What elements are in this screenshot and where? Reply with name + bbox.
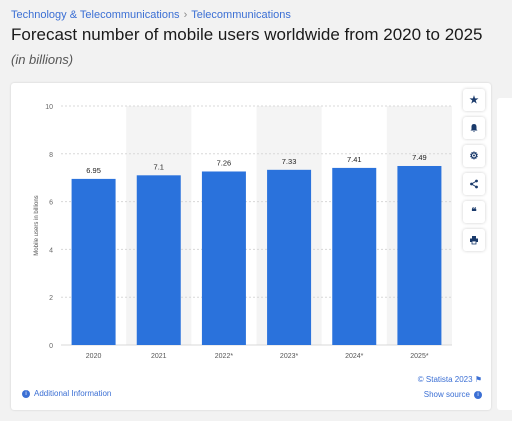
breadcrumb-separator: › [183,9,188,21]
breadcrumb: Technology & Telecommunications › Telecomm… [11,9,291,21]
statista-credit[interactable]: © Statista 2023 ⚑ [417,375,482,384]
chart-toolbar: ★ ⚙ ❝ [463,89,485,257]
gear-icon[interactable]: ⚙ [463,145,485,167]
data-label: 7.41 [347,155,362,164]
breadcrumb-item-technology[interactable]: Technology & Telecommunications [11,9,180,21]
page-subtitle: (in billions) [11,52,74,67]
bar [71,178,116,345]
data-label: 7.33 [282,157,297,166]
bar [397,165,442,345]
breadcrumb-item-telecommunications[interactable]: Telecommunications [191,9,291,21]
x-tick-label: 2022* [215,353,234,360]
data-label: 6.95 [86,166,101,175]
info-icon: i [22,389,30,398]
page-title: Forecast number of mobile users worldwid… [11,25,483,44]
star-icon[interactable]: ★ [463,89,485,111]
flag-icon: ⚑ [474,375,482,384]
bar [267,169,312,345]
bar [136,175,181,345]
x-tick-label: 2024* [345,353,364,360]
side-panel [497,98,512,410]
x-tick-label: 2025* [410,353,429,360]
additional-information-link[interactable]: i Additional Information [22,389,111,398]
data-label: 7.1 [154,162,164,171]
bell-icon[interactable] [463,117,485,139]
additional-information-label: Additional Information [34,389,112,398]
x-tick-label: 2023* [280,353,299,360]
bar [201,171,246,345]
x-tick-label: 2020 [86,353,102,360]
bar [332,167,377,345]
y-axis-title: Mobile users in billions [34,195,40,255]
info-icon: i [474,390,482,399]
share-icon[interactable] [463,173,485,195]
data-label: 7.49 [412,153,427,162]
y-tick-label: 2 [49,295,53,302]
print-icon[interactable] [463,229,485,251]
quote-icon[interactable]: ❝ [463,201,485,223]
y-tick-label: 0 [49,343,53,350]
show-source-link[interactable]: Show source i [424,390,482,399]
y-tick-label: 4 [49,247,53,254]
y-tick-label: 10 [45,104,53,111]
y-tick-label: 6 [49,200,53,207]
y-tick-label: 8 [49,152,53,159]
show-source-label: Show source [423,390,470,399]
data-label: 7.26 [217,158,232,167]
x-tick-label: 2021 [151,353,167,360]
